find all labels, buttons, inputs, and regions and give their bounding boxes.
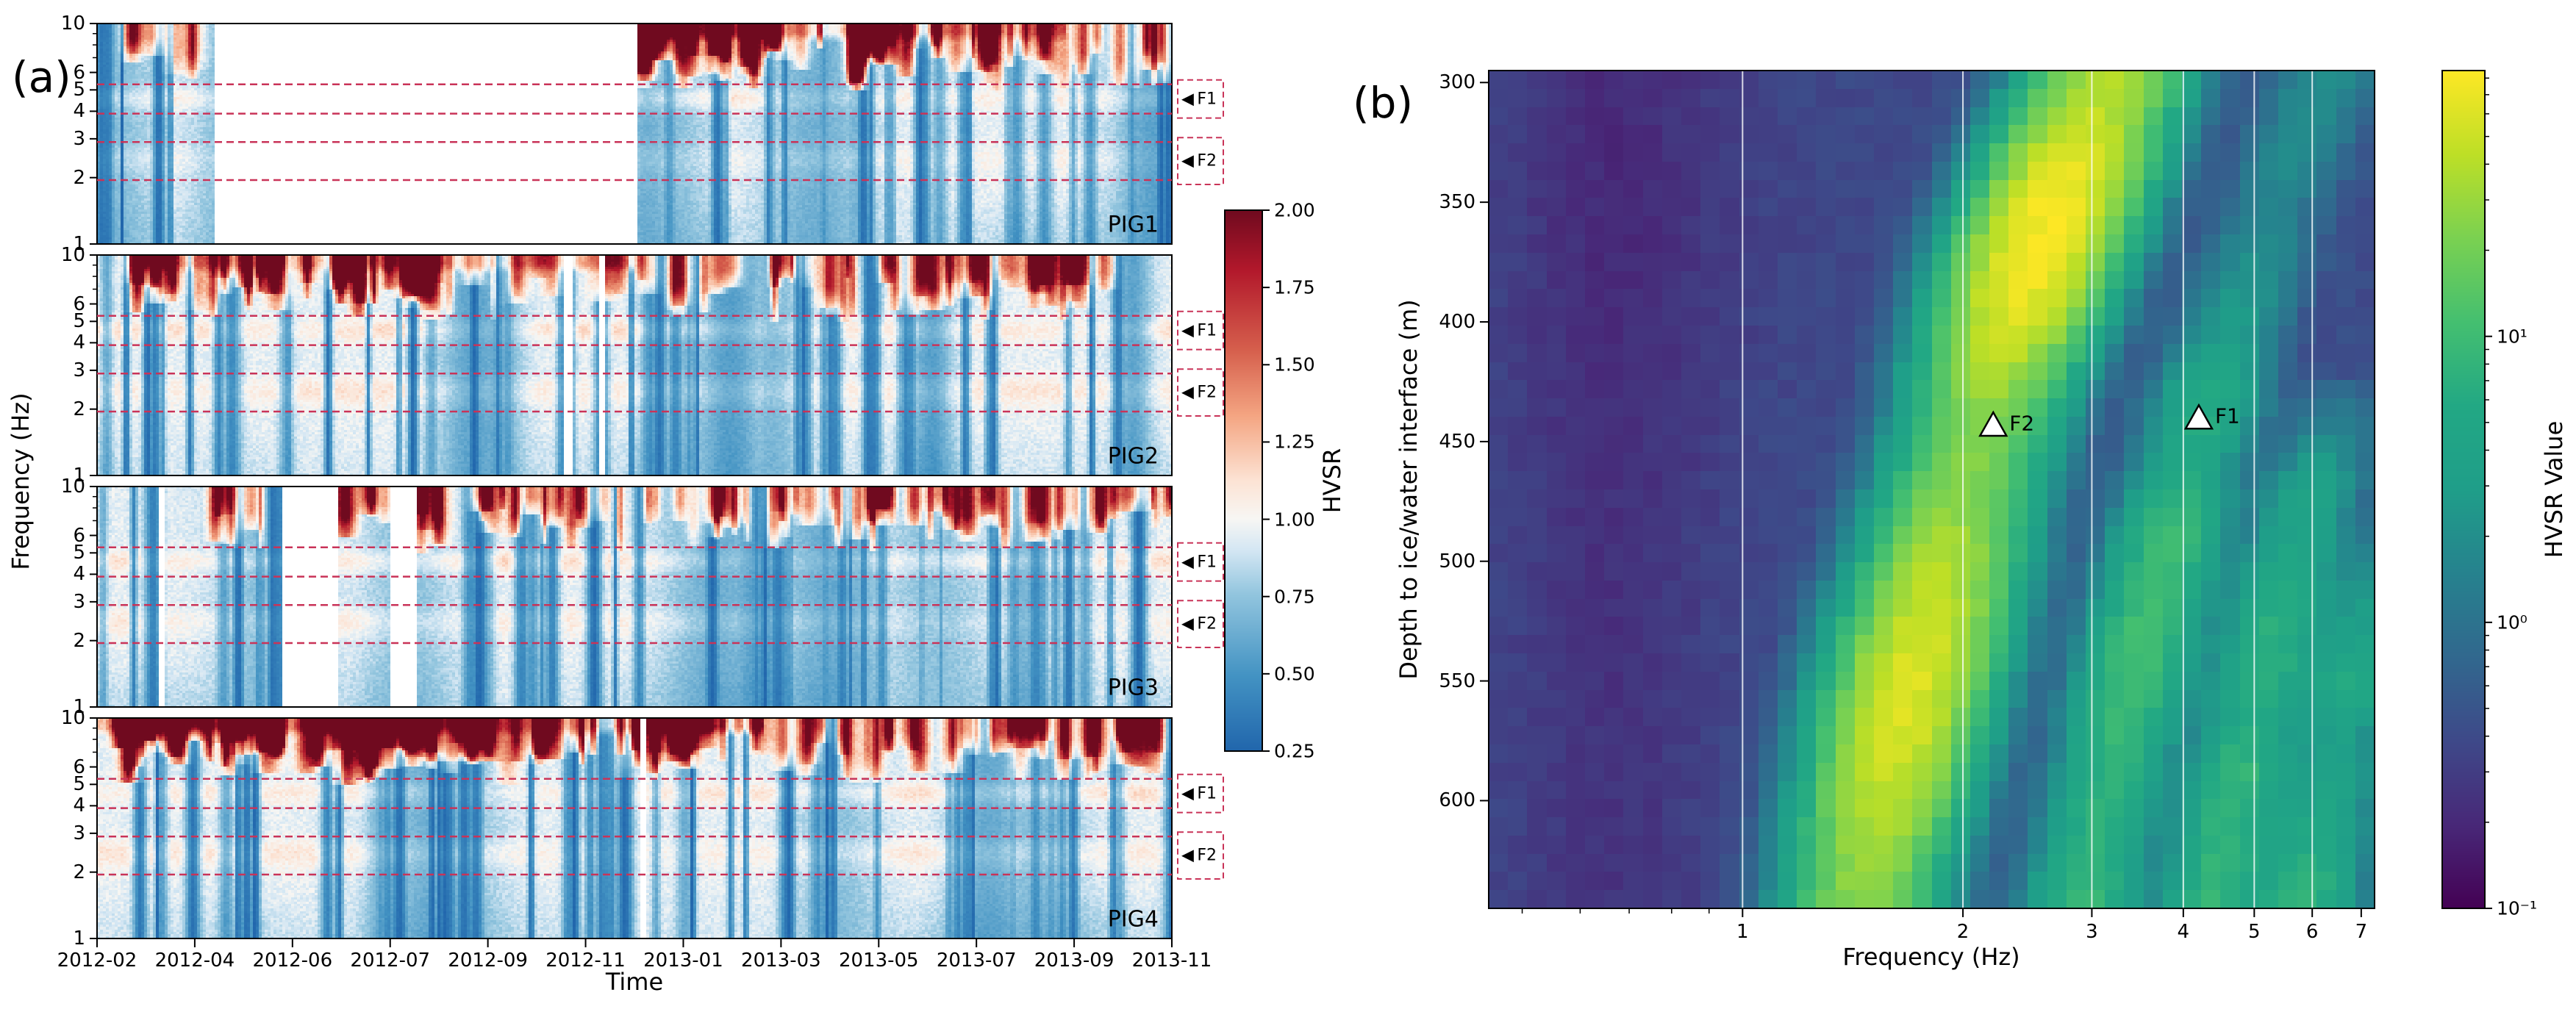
b-y-tick-label: 450 (1439, 430, 1475, 453)
b-x-tick-label: 4 (2177, 921, 2190, 943)
x-tick-label-time: 2013-07 (936, 950, 1017, 972)
colorbar-a-tick-label: 1.75 (1274, 276, 1315, 298)
band-annotation-f1-pig1: ◀ F1 (1181, 90, 1217, 109)
b-x-tick-label: 7 (2355, 921, 2368, 943)
colorbar-b-tick-label: 10⁻¹ (2497, 897, 2538, 919)
marker-f1-label: F1 (2214, 403, 2240, 428)
heatmap-pig4 (97, 718, 1172, 938)
panel-a-x-axis-title: Time (605, 968, 664, 996)
y-tick-label-pig2: 10 (60, 244, 85, 266)
colorbar-a-tick-label: 2.00 (1274, 199, 1315, 221)
y-tick-label-pig2: 1 (73, 464, 85, 487)
heatmap-depth-frequency (1489, 71, 2375, 908)
marker-f2-label: F2 (2009, 411, 2035, 436)
panel-a-y-axis-title: Frequency (Hz) (7, 392, 35, 570)
colorbar-b-title: HVSR Value (2540, 420, 2568, 559)
x-tick-label-time: 2012-02 (57, 950, 137, 972)
x-tick-label-time: 2012-09 (448, 950, 528, 972)
band-annotation-f1-pig4: ◀ F1 (1181, 784, 1217, 803)
y-tick-label-pig2: 3 (73, 359, 85, 381)
y-tick-label-pig3: 6 (73, 524, 85, 547)
b-x-tick-label: 3 (2086, 921, 2098, 943)
x-tick-label-time: 2012-04 (154, 950, 235, 972)
x-tick-label-time: 2013-03 (741, 950, 821, 972)
y-tick-label-pig4: 10 (60, 707, 85, 729)
colorbar-b-gradient (2442, 71, 2485, 908)
b-y-tick-label: 300 (1439, 71, 1475, 94)
b-x-tick-label: 1 (1736, 921, 1749, 943)
heatmap-pig2 (97, 255, 1172, 475)
b-x-tick-label: 2 (1956, 921, 1969, 943)
station-label-pig2: PIG2 (1107, 443, 1159, 470)
panel-b-y-axis-title: Depth to ice/water interface (m) (1395, 299, 1423, 680)
band-annotation-f2-pig2: ◀ F2 (1181, 383, 1217, 402)
panel-b-x-axis-title: Frequency (Hz) (1842, 943, 2020, 971)
y-tick-label-pig3: 3 (73, 590, 85, 613)
y-tick-label-pig1: 2 (73, 166, 85, 189)
b-x-tick-label: 6 (2305, 921, 2319, 943)
panel-b-label: (b) (1353, 78, 1414, 128)
band-annotation-f1-pig2: ◀ F1 (1181, 321, 1217, 340)
x-tick-label-time: 2012-11 (545, 950, 626, 972)
y-tick-label-pig1: 4 (73, 100, 85, 123)
x-tick-label-time: 2012-07 (350, 950, 431, 972)
b-x-tick-label: 5 (2248, 921, 2261, 943)
station-label-pig1: PIG1 (1107, 212, 1159, 238)
colorbar-a-tick-label: 0.50 (1274, 663, 1315, 685)
y-tick-label-pig4: 3 (73, 822, 85, 844)
x-tick-label-time: 2013-09 (1034, 950, 1115, 972)
band-annotation-f1-pig3: ◀ F1 (1181, 553, 1217, 572)
band-annotation-f2-pig3: ◀ F2 (1181, 614, 1217, 633)
y-tick-label-pig2: 5 (73, 310, 85, 333)
x-tick-label-time: 2013-05 (838, 950, 919, 972)
band-annotation-f2-pig4: ◀ F2 (1181, 846, 1217, 865)
b-y-tick-label: 350 (1439, 191, 1475, 214)
y-tick-label-pig1: 1 (73, 233, 85, 255)
heatmap-pig3 (97, 487, 1172, 707)
colorbar-a-tick-label: 0.75 (1274, 586, 1315, 608)
heatmap-pig1 (97, 24, 1172, 244)
colorbar-a-tick-label: 0.25 (1274, 740, 1315, 762)
x-tick-label-time: 2012-06 (252, 950, 333, 972)
station-label-pig3: PIG3 (1107, 675, 1159, 701)
y-tick-label-pig1: 10 (60, 12, 85, 35)
y-tick-label-pig4: 4 (73, 794, 85, 817)
y-tick-label-pig2: 6 (73, 292, 85, 315)
colorbar-a-tick-label: 1.00 (1274, 509, 1315, 531)
station-label-pig4: PIG4 (1107, 906, 1159, 933)
y-tick-label-pig4: 2 (73, 861, 85, 883)
y-tick-label-pig1: 5 (73, 79, 85, 101)
y-tick-label-pig4: 1 (73, 927, 85, 950)
colorbar-a-gradient (1225, 210, 1262, 751)
y-tick-label-pig3: 4 (73, 563, 85, 586)
y-tick-label-pig2: 4 (73, 331, 85, 354)
y-tick-label-pig3: 5 (73, 542, 85, 564)
b-y-tick-label: 550 (1439, 670, 1475, 692)
b-y-tick-label: 400 (1439, 311, 1475, 333)
colorbar-a-tick-label: 1.25 (1274, 431, 1315, 453)
y-tick-label-pig3: 2 (73, 629, 85, 652)
colorbar-a-title: HVSR (1318, 448, 1346, 514)
b-y-tick-label: 500 (1439, 550, 1475, 572)
colorbar-b-tick-label: 10¹ (2497, 326, 2527, 348)
y-tick-label-pig1: 6 (73, 61, 85, 84)
y-tick-label-pig4: 5 (73, 773, 85, 796)
panel-a-label: (a) (12, 52, 71, 102)
x-tick-label-time: 2013-01 (643, 950, 723, 972)
y-tick-label-pig1: 3 (73, 127, 85, 150)
x-tick-label-time: 2013-11 (1131, 950, 1212, 972)
y-tick-label-pig3: 10 (60, 475, 85, 498)
b-y-tick-label: 600 (1439, 789, 1475, 812)
band-annotation-f2-pig1: ◀ F2 (1181, 151, 1217, 170)
y-tick-label-pig2: 2 (73, 398, 85, 420)
colorbar-a-tick-label: 1.50 (1274, 353, 1315, 376)
colorbar-b-tick-label: 10⁰ (2497, 611, 2527, 633)
y-tick-label-pig3: 1 (73, 696, 85, 718)
y-tick-label-pig4: 6 (73, 755, 85, 778)
